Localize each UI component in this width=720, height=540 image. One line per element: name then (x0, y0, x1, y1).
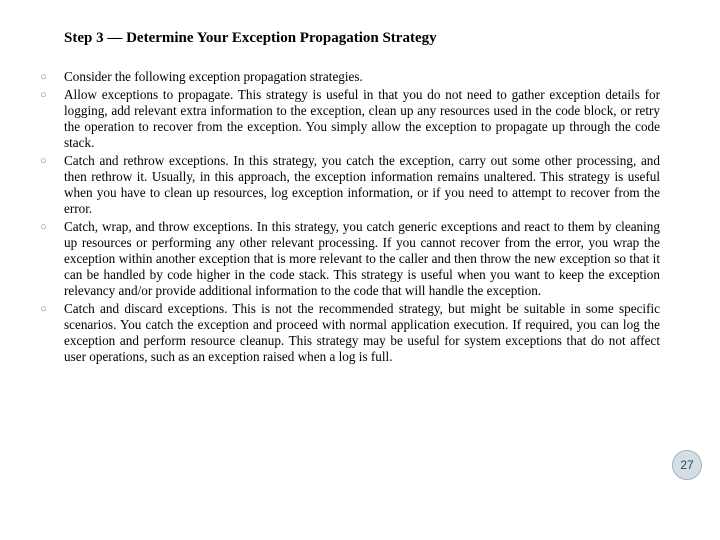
bullet-text: Allow exceptions to propagate. This stra… (64, 87, 660, 151)
list-item: ○ Catch and rethrow exceptions. In this … (40, 153, 660, 217)
list-item: ○ Consider the following exception propa… (40, 69, 660, 85)
bullet-text: Catch, wrap, and throw exceptions. In th… (64, 219, 660, 299)
bullet-text: Consider the following exception propaga… (64, 69, 660, 85)
list-item: ○ Catch, wrap, and throw exceptions. In … (40, 219, 660, 299)
bullet-text: Catch and discard exceptions. This is no… (64, 301, 660, 365)
bullet-icon: ○ (40, 87, 64, 103)
page-number-badge: 27 (672, 450, 702, 480)
bullet-icon: ○ (40, 301, 64, 317)
bullet-icon: ○ (40, 69, 64, 85)
bullet-icon: ○ (40, 219, 64, 235)
slide-content: Step 3 — Determine Your Exception Propag… (0, 0, 720, 387)
list-item: ○ Catch and discard exceptions. This is … (40, 301, 660, 365)
bullet-icon: ○ (40, 153, 64, 169)
page-number: 27 (680, 458, 693, 472)
list-item: ○ Allow exceptions to propagate. This st… (40, 87, 660, 151)
slide-title: Step 3 — Determine Your Exception Propag… (64, 30, 660, 47)
bullet-list: ○ Consider the following exception propa… (40, 69, 660, 365)
bullet-text: Catch and rethrow exceptions. In this st… (64, 153, 660, 217)
